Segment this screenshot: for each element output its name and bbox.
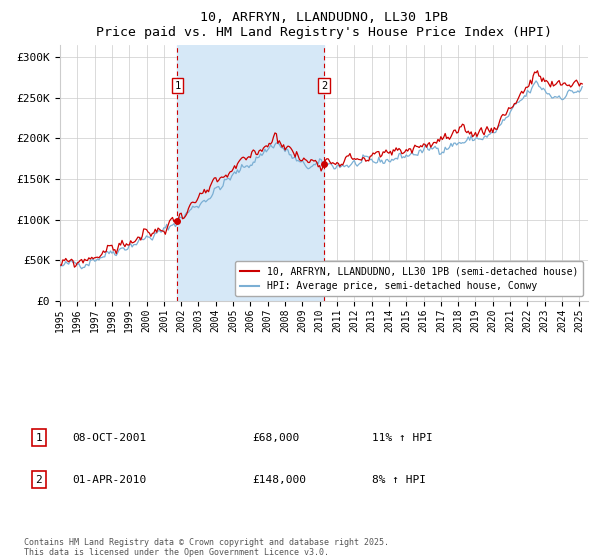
Text: 2: 2 bbox=[321, 81, 327, 91]
Bar bbox=[178, 45, 324, 301]
Text: 1: 1 bbox=[35, 433, 43, 443]
Text: 11% ↑ HPI: 11% ↑ HPI bbox=[372, 433, 433, 443]
Text: £68,000: £68,000 bbox=[252, 433, 299, 443]
Title: 10, ARFRYN, LLANDUDNO, LL30 1PB
Price paid vs. HM Land Registry's House Price In: 10, ARFRYN, LLANDUDNO, LL30 1PB Price pa… bbox=[96, 11, 552, 39]
Text: 1: 1 bbox=[174, 81, 181, 91]
Text: 01-APR-2010: 01-APR-2010 bbox=[72, 475, 146, 485]
Text: Contains HM Land Registry data © Crown copyright and database right 2025.
This d: Contains HM Land Registry data © Crown c… bbox=[24, 538, 389, 557]
Legend: 10, ARFRYN, LLANDUDNO, LL30 1PB (semi-detached house), HPI: Average price, semi-: 10, ARFRYN, LLANDUDNO, LL30 1PB (semi-de… bbox=[235, 262, 583, 296]
Text: 2: 2 bbox=[35, 475, 43, 485]
Text: 8% ↑ HPI: 8% ↑ HPI bbox=[372, 475, 426, 485]
Text: 08-OCT-2001: 08-OCT-2001 bbox=[72, 433, 146, 443]
Text: £148,000: £148,000 bbox=[252, 475, 306, 485]
